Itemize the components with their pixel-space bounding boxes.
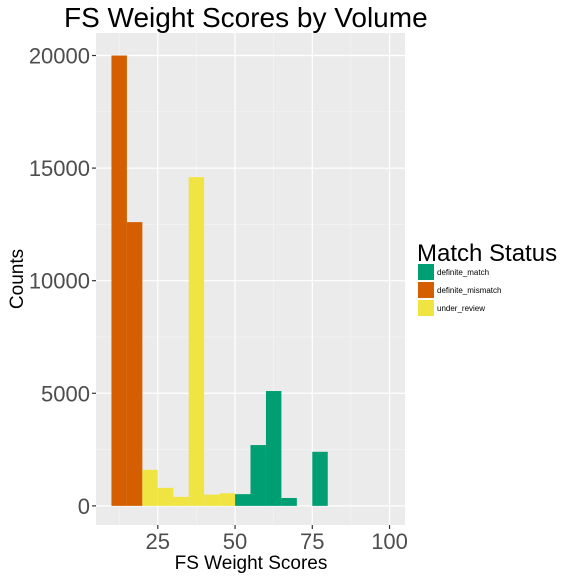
legend-key-definite_match: [418, 264, 434, 280]
bar-definite_match: [265, 391, 282, 506]
legend-title: Match Status: [417, 240, 557, 267]
x-tick-label: 25: [146, 529, 170, 554]
x-tick-label: 50: [223, 529, 247, 554]
x-tick-label: 75: [300, 529, 324, 554]
y-axis: 0 5000 10000 15000 20000: [29, 44, 96, 519]
y-tick-label: 20000: [29, 44, 90, 69]
bar-definite_match: [281, 497, 297, 506]
bar-definite_mismatch: [111, 55, 127, 506]
bar-definite_match: [235, 494, 251, 506]
y-tick-label: 0: [78, 494, 90, 519]
bar-under_review: [157, 487, 174, 506]
y-tick-label: 10000: [29, 269, 90, 294]
legend-key-under_review: [418, 300, 434, 316]
bar-definite_match: [250, 445, 266, 506]
legend-label-under_review: under_review: [437, 304, 485, 313]
x-axis-title: FS Weight Scores: [175, 553, 328, 574]
bar-under_review: [219, 493, 236, 506]
bar-under_review: [173, 496, 189, 506]
bar-under_review: [142, 469, 158, 506]
legend-label-definite_match: definite_match: [437, 268, 489, 277]
bar-under_review: [188, 177, 205, 506]
legend-key-definite_mismatch: [418, 282, 434, 298]
bar-definite_match: [312, 451, 328, 506]
x-axis: 25 50 75 100: [146, 525, 408, 554]
bars: [111, 55, 328, 506]
legend-label-definite_mismatch: definite_mismatch: [437, 286, 501, 295]
bar-definite_mismatch: [126, 222, 143, 506]
chart-title: FS Weight Scores by Volume: [64, 2, 428, 33]
major-gridlines: [96, 33, 405, 525]
legend: Match Status definite_match definite_mism…: [417, 240, 557, 316]
legend-items: definite_match definite_mismatch under_rev…: [418, 264, 501, 316]
plot-panel: [96, 33, 405, 525]
x-tick-label: 100: [371, 529, 408, 554]
bar-under_review: [204, 494, 220, 506]
y-axis-title: Counts: [7, 249, 28, 309]
y-tick-label: 15000: [29, 156, 90, 181]
y-tick-label: 5000: [41, 381, 90, 406]
